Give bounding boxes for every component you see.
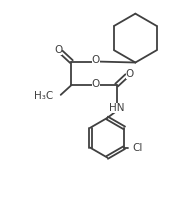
Text: O: O xyxy=(92,79,100,89)
Text: O: O xyxy=(126,69,134,79)
Text: H₃C: H₃C xyxy=(34,91,54,101)
Text: O: O xyxy=(92,55,100,65)
Text: Cl: Cl xyxy=(133,143,143,153)
Text: HN: HN xyxy=(109,103,124,113)
Text: O: O xyxy=(54,45,62,55)
